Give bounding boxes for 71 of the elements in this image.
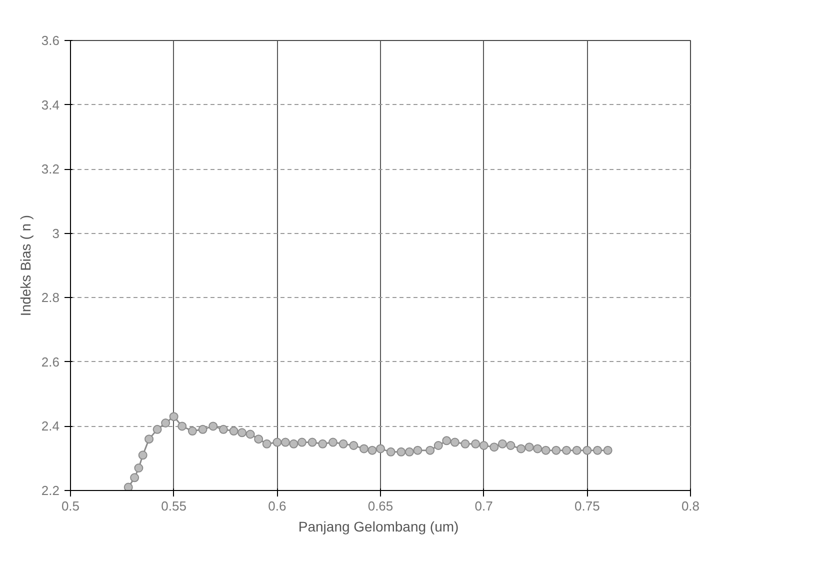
point (208, 422, 218, 431)
point (262, 439, 272, 448)
point (359, 444, 368, 454)
point (582, 446, 592, 455)
point (413, 446, 422, 455)
x-tick-label: 0.55 (161, 498, 186, 514)
point (593, 446, 602, 455)
point (246, 430, 255, 439)
point (572, 446, 582, 455)
point (516, 444, 526, 454)
y-tick-label: 2.6 (41, 354, 60, 370)
x-tick-label: 0.75 (574, 498, 600, 514)
x-axis-title: Panjang Gelombang (um) (298, 518, 459, 534)
point (280, 438, 290, 447)
point (490, 442, 499, 452)
y-tick-label: 3.4 (41, 97, 60, 112)
point (308, 438, 317, 447)
point (434, 441, 443, 450)
point (144, 434, 154, 444)
x-tick-label: 0.65 (368, 498, 394, 514)
point (426, 446, 435, 455)
point (169, 412, 178, 422)
y-tick-label: 3 (52, 226, 60, 241)
point (450, 438, 460, 447)
point (460, 439, 470, 448)
y-tick-label: 3.6 (41, 33, 60, 48)
y-tick-label: 2.8 (41, 290, 60, 306)
point (188, 426, 197, 436)
point (396, 447, 406, 456)
point (161, 418, 170, 428)
point (376, 444, 385, 454)
point (524, 442, 534, 452)
point (152, 424, 162, 434)
point (254, 434, 264, 444)
point (318, 439, 328, 448)
point (178, 422, 187, 431)
point (562, 446, 571, 455)
point (541, 446, 550, 455)
point (471, 439, 480, 448)
point (297, 438, 306, 447)
x-tick-label: 0.7 (474, 498, 493, 514)
x-tick-label: 0.8 (681, 498, 700, 514)
point (603, 446, 612, 455)
point (328, 438, 338, 447)
point (124, 482, 133, 490)
point (134, 464, 144, 472)
point (229, 426, 238, 436)
point (386, 447, 396, 456)
point (218, 424, 228, 434)
point (272, 438, 282, 447)
point (338, 439, 348, 448)
point (442, 436, 452, 446)
point (368, 446, 377, 455)
point (349, 441, 358, 450)
point (506, 441, 516, 450)
point (479, 441, 488, 450)
x-tick-label: 0.6 (268, 498, 286, 514)
point (498, 439, 507, 448)
point (138, 450, 148, 460)
point (198, 424, 208, 434)
point (552, 446, 561, 455)
y-tick-label: 3.2 (41, 162, 60, 177)
point (404, 447, 414, 456)
x-tick-label: 0.5 (61, 498, 80, 514)
y-tick-label: 2.2 (41, 483, 60, 498)
point (130, 473, 140, 482)
point (238, 428, 247, 438)
y-axis-title: Indeks Bias ( n ) (17, 214, 34, 316)
point (533, 444, 542, 454)
point (289, 439, 298, 448)
y-tick-label: 2.4 (41, 418, 60, 434)
